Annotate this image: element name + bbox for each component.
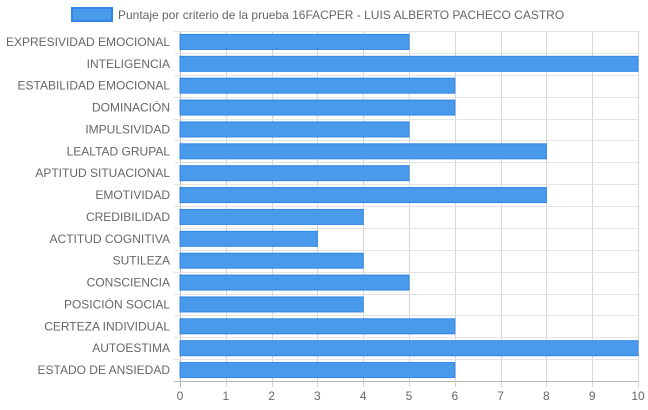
bar-4[interactable]: [179, 121, 410, 138]
category-label-1: INTELIGENCIA: [87, 57, 170, 71]
bar-13[interactable]: [179, 318, 456, 335]
category-label-2: ESTABILIDAD EMOCIONAL: [18, 79, 171, 93]
bar-15[interactable]: [179, 362, 456, 379]
bar-0[interactable]: [179, 33, 410, 50]
x-axis-tick-labels: 0 1 2 3 4 5 6 7 8 9 10: [177, 389, 645, 403]
category-label-14: AUTOESTIMA: [92, 341, 170, 355]
category-label-7: EMOTIVIDAD: [95, 188, 170, 202]
x-tick-label-8: 8: [543, 389, 550, 403]
bar-8[interactable]: [179, 208, 364, 225]
category-label-6: APTITUD SITUACIONAL: [35, 166, 170, 180]
bar-11[interactable]: [179, 274, 410, 291]
category-labels: EXPRESIVIDAD EMOCIONAL INTELIGENCIA ESTABI…: [6, 35, 170, 377]
category-label-10: SUTILEZA: [113, 254, 170, 268]
bar-9[interactable]: [179, 230, 318, 247]
bar-1[interactable]: [179, 55, 639, 72]
x-tick-label-4: 4: [360, 389, 367, 403]
category-label-4: IMPULSIVIDAD: [85, 122, 170, 136]
bar-6[interactable]: [179, 165, 410, 182]
x-tick-label-2: 2: [268, 389, 275, 403]
x-tick-label-7: 7: [497, 389, 504, 403]
x-tick-label-9: 9: [589, 389, 596, 403]
x-tick-label-3: 3: [314, 389, 321, 403]
category-label-11: CONSCIENCIA: [87, 276, 170, 290]
category-label-0: EXPRESIVIDAD EMOCIONAL: [6, 35, 170, 49]
category-label-3: DOMINACIÓN: [92, 100, 170, 115]
bar-12[interactable]: [179, 296, 364, 313]
bar-5[interactable]: [179, 143, 547, 160]
legend-label[interactable]: Puntaje por criterio de la prueba 16FACP…: [118, 8, 564, 22]
bar-7[interactable]: [179, 187, 547, 204]
legend[interactable]: Puntaje por criterio de la prueba 16FACP…: [71, 7, 564, 22]
bar-14[interactable]: [179, 340, 639, 357]
x-tick-label-10: 10: [631, 389, 645, 403]
category-label-12: POSICIÓN SOCIAL: [64, 296, 170, 311]
x-tick-label-0: 0: [177, 389, 184, 403]
legend-swatch[interactable]: [71, 7, 113, 22]
bars: [179, 33, 639, 379]
category-label-15: ESTADO DE ANSIEDAD: [38, 363, 171, 377]
category-label-13: CERTEZA INDIVIDUAL: [44, 319, 170, 333]
x-tick-label-6: 6: [451, 389, 458, 403]
category-label-9: ACTITUD COGNITIVA: [50, 232, 170, 246]
x-tick-label-1: 1: [222, 389, 229, 403]
x-tick-label-5: 5: [406, 389, 413, 403]
category-label-5: LEALTAD GRUPAL: [67, 144, 171, 158]
bar-2[interactable]: [179, 77, 456, 94]
category-label-8: CREDIBILIDAD: [86, 210, 170, 224]
bar-10[interactable]: [179, 252, 364, 269]
bar-3[interactable]: [179, 99, 456, 116]
